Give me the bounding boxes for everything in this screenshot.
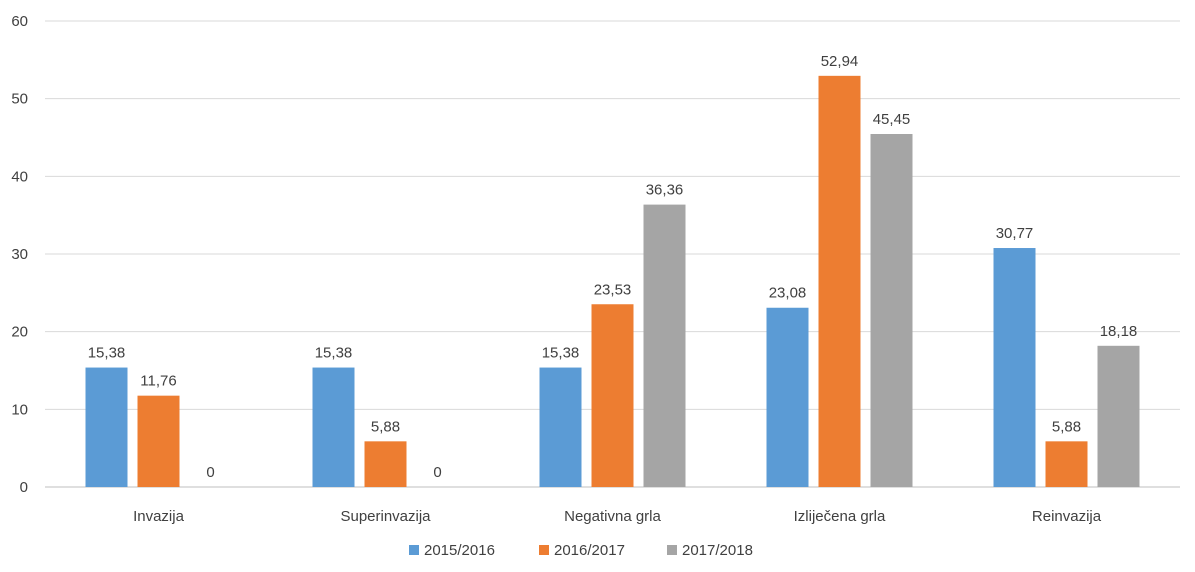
data-label: 52,94: [821, 53, 859, 70]
x-category-label: Invazija: [133, 508, 185, 525]
bar: [870, 134, 913, 487]
data-label: 5,88: [371, 418, 400, 435]
legend: 2015/2016 2016/2017 2017/2018: [409, 542, 753, 559]
bar: [364, 441, 407, 487]
y-tick-label: 60: [11, 13, 28, 30]
bar: [85, 367, 128, 487]
bar: [1097, 345, 1140, 487]
x-category-label: Superinvazija: [340, 508, 431, 525]
bar: [1045, 441, 1088, 487]
data-label: 23,08: [769, 285, 807, 302]
legend-swatch: [409, 545, 419, 555]
data-label: 0: [206, 464, 214, 481]
x-category-label: Negativna grla: [564, 508, 661, 525]
y-tick-label: 40: [11, 168, 28, 185]
x-axis-categories: Invazija Superinvazija Negativna grla Izlij…: [133, 508, 1102, 525]
data-label: 15,38: [88, 345, 126, 362]
legend-entry: 2015/2016: [424, 542, 495, 559]
data-label: 30,77: [996, 225, 1034, 242]
data-label: 15,38: [542, 345, 580, 362]
data-label: 15,38: [315, 345, 353, 362]
legend-entry: 2016/2017: [554, 542, 625, 559]
y-tick-label: 30: [11, 246, 28, 263]
y-tick-label: 50: [11, 91, 28, 108]
bar: [137, 395, 180, 487]
bar: [818, 75, 861, 487]
data-label: 45,45: [873, 111, 911, 128]
data-label: 11,76: [140, 373, 176, 390]
bar: [539, 367, 582, 487]
legend-swatch: [539, 545, 549, 555]
bar: [643, 204, 686, 487]
legend-entry: 2017/2018: [682, 542, 753, 559]
y-tick-label: 0: [20, 479, 28, 496]
data-label: 5,88: [1052, 418, 1081, 435]
data-labels: 15,38 11,76 0 15,38 5,88 0 15,38 23,53 36,36 23,0…: [88, 53, 1138, 481]
bar: [591, 304, 634, 487]
bars: [85, 75, 1140, 487]
data-label: 23,53: [594, 281, 632, 298]
y-tick-label: 20: [11, 324, 28, 341]
bar: [993, 248, 1036, 487]
data-label: 0: [433, 464, 441, 481]
x-category-label: Izliječena grla: [794, 508, 886, 525]
data-label: 36,36: [646, 182, 684, 199]
bar: [766, 307, 809, 487]
legend-swatch: [667, 545, 677, 555]
bar: [312, 367, 355, 487]
y-tick-label: 10: [11, 401, 28, 418]
y-axis-ticks: 0 10 20 30 40 50 60: [11, 13, 28, 496]
data-label: 18,18: [1100, 323, 1138, 340]
x-category-label: Reinvazija: [1032, 508, 1102, 525]
